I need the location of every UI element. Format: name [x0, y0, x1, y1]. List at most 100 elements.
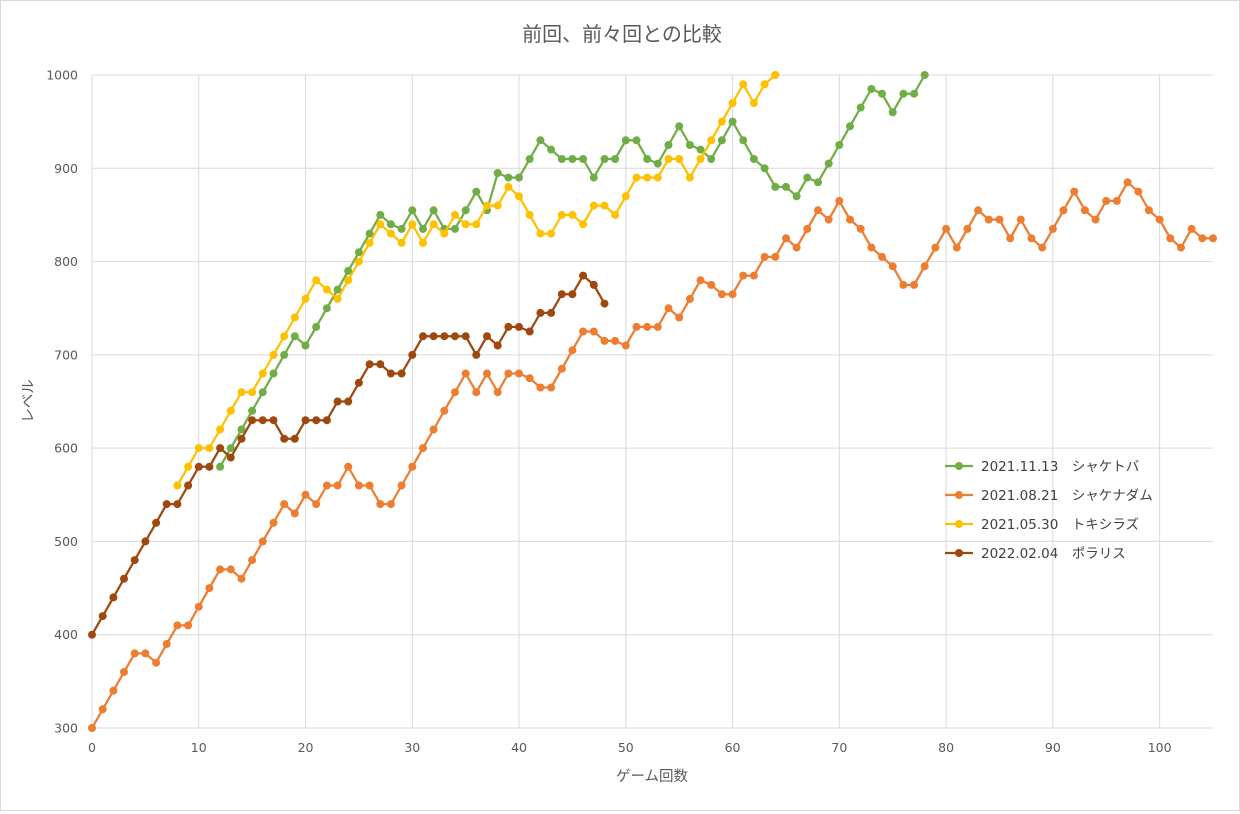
data-point: [1006, 234, 1015, 243]
data-point: [974, 206, 983, 215]
data-point: [824, 159, 833, 168]
data-point: [707, 155, 716, 163]
data-point: [344, 266, 353, 275]
data-point: [760, 252, 769, 261]
data-point: [557, 210, 566, 219]
data-point: [216, 462, 225, 471]
legend-label: 2021.05.30 トキシラズ: [981, 517, 1139, 533]
data-point: [269, 416, 278, 425]
data-point: [184, 481, 193, 490]
data-point: [557, 290, 566, 299]
data-point: [419, 332, 427, 341]
data-point: [547, 145, 556, 154]
data-point: [771, 71, 780, 79]
data-point: [216, 565, 225, 574]
data-point: [440, 332, 449, 341]
data-point: [429, 206, 438, 215]
data-point: [386, 229, 395, 238]
data-point: [504, 369, 513, 378]
data-point: [109, 686, 118, 695]
data-point: [536, 229, 545, 238]
data-point: [878, 89, 886, 98]
data-point: [653, 173, 662, 182]
x-tick-label: 40: [511, 740, 527, 755]
data-point: [568, 290, 577, 299]
data-point: [579, 155, 588, 163]
data-point: [504, 182, 513, 191]
data-point: [258, 416, 267, 425]
grid: [91, 74, 1213, 729]
data-point: [301, 490, 310, 499]
data-point: [910, 89, 919, 98]
legend-label: 2021.11.13 シャケトバ: [981, 459, 1139, 475]
data-point: [856, 224, 865, 233]
data-point: [226, 453, 235, 462]
data-point: [1048, 224, 1057, 233]
data-point: [461, 369, 470, 378]
series-line: [91, 181, 1213, 729]
data-point: [1187, 224, 1196, 233]
data-point: [632, 322, 641, 331]
data-point: [248, 388, 257, 397]
x-tick-label: 10: [191, 740, 207, 755]
data-point: [846, 215, 854, 224]
data-point: [483, 332, 491, 341]
data-point: [322, 481, 331, 490]
data-point: [1155, 215, 1164, 224]
series-0: [216, 71, 929, 471]
data-point: [814, 178, 822, 187]
data-point: [632, 136, 641, 145]
data-point: [120, 668, 128, 676]
data-point: [248, 416, 257, 425]
y-tick-label: 1000: [46, 68, 78, 83]
data-point: [771, 182, 780, 191]
series-2: [173, 71, 780, 490]
data-point: [1016, 215, 1025, 224]
data-point: [696, 276, 705, 285]
data-point: [835, 141, 844, 149]
data-point: [760, 164, 769, 173]
data-point: [707, 136, 716, 145]
data-point: [696, 145, 705, 154]
data-point: [429, 220, 438, 229]
data-point: [386, 220, 395, 229]
data-point: [280, 500, 289, 509]
y-tick-label: 500: [54, 534, 78, 549]
data-point: [739, 271, 748, 280]
data-point: [152, 658, 161, 667]
y-tick-label: 400: [54, 627, 78, 642]
data-point: [408, 220, 417, 229]
x-tick-label: 80: [938, 740, 954, 755]
data-point: [258, 369, 267, 378]
data-point: [333, 294, 342, 303]
data-point: [451, 332, 459, 341]
data-point: [600, 336, 609, 345]
data-point: [451, 388, 459, 397]
data-point: [675, 155, 684, 163]
data-point: [749, 271, 758, 280]
data-point: [1059, 206, 1068, 215]
data-point: [365, 229, 374, 238]
data-point: [1080, 206, 1089, 215]
data-point: [611, 155, 620, 163]
legend-item: 2022.02.04 ポラリス: [945, 546, 1126, 562]
data-point: [739, 80, 748, 89]
data-point: [1177, 243, 1185, 252]
data-point: [386, 500, 395, 509]
data-point: [312, 500, 321, 509]
data-point: [408, 206, 417, 215]
data-point: [408, 350, 417, 359]
data-point: [952, 243, 961, 252]
data-point: [194, 462, 203, 471]
data-point: [205, 462, 214, 471]
x-tick-label: 60: [725, 740, 741, 755]
data-point: [547, 308, 556, 317]
data-point: [846, 122, 854, 131]
data-point: [290, 434, 299, 443]
data-point: [397, 481, 406, 490]
data-point: [184, 621, 193, 630]
data-point: [760, 80, 769, 89]
data-point: [931, 243, 940, 252]
data-point: [301, 341, 310, 350]
